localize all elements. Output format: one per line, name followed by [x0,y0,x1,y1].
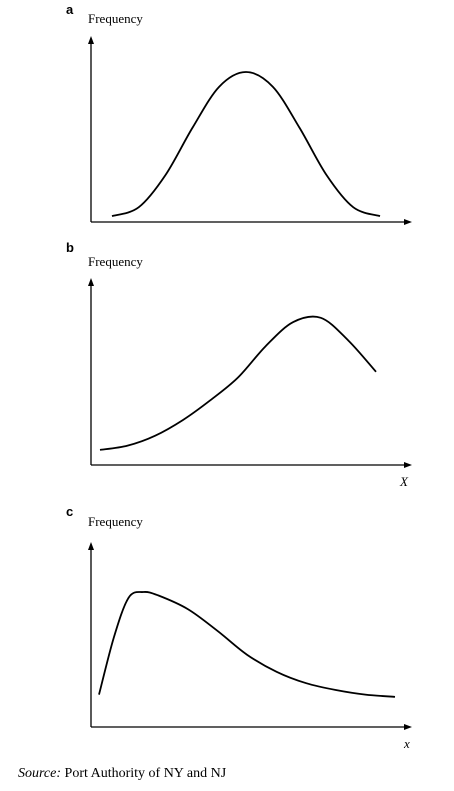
x-axis-label-b: X [400,474,408,489]
y-axis-label-b: Frequency [88,254,143,269]
plot-a [88,36,412,225]
source-note: Source: Port Authority of NY and NJ [18,766,226,782]
chart-panel-a: a Frequency [0,0,454,240]
series-line-a [111,71,381,217]
chart-panel-c: c Frequency x [0,500,454,760]
x-axis-label-c: x [404,736,410,751]
series-line-c [98,591,396,698]
x-axis-arrow-c [404,724,412,730]
source-text: Port Authority of NY and NJ [61,766,227,781]
chart-panel-b: b Frequency X [0,238,454,498]
panel-label-b: b [66,240,74,255]
y-axis-arrow-a [88,36,94,44]
y-axis-arrow-b [88,278,94,286]
x-axis-arrow-a [404,219,412,225]
x-axis-arrow-b [404,462,412,468]
y-axis-arrow-c [88,542,94,550]
source-label: Source: [18,766,62,781]
panel-label-a: a [66,2,74,17]
y-axis-label-c: Frequency [88,514,143,529]
plot-c [88,542,412,730]
series-line-b [99,315,377,451]
panel-label-c: c [66,504,74,519]
plot-b [88,278,412,468]
y-axis-label-a: Frequency [88,11,143,26]
